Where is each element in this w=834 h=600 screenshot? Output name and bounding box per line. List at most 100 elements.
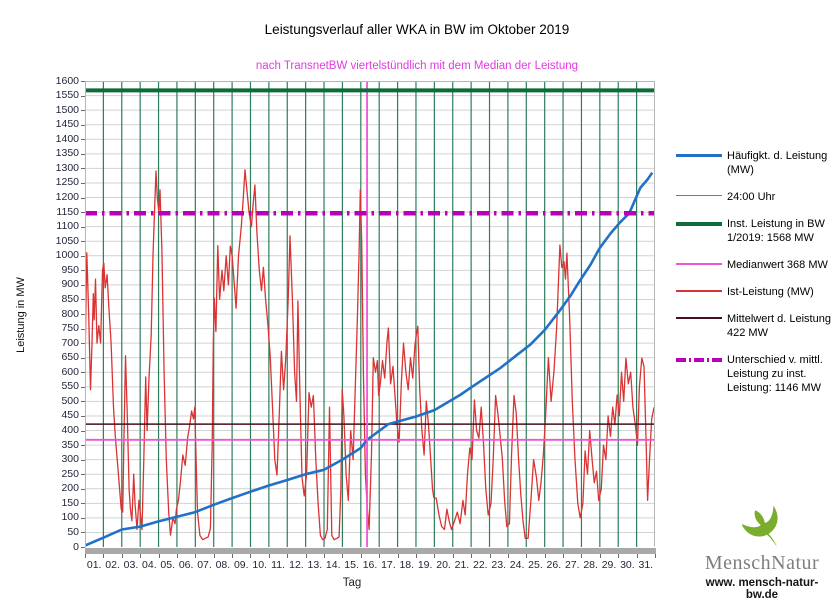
y-tick-label: 150 <box>61 496 79 509</box>
y-tick-mark <box>81 226 85 228</box>
medianwert-line-sample <box>676 263 722 265</box>
y-tick-label: 1050 <box>55 234 79 247</box>
legend-label: Medianwert 368 MW <box>727 259 828 271</box>
x-tick-mark <box>360 554 362 558</box>
x-tick-label: 01. <box>86 559 102 571</box>
y-tick-label: 300 <box>61 453 79 466</box>
y-tick-label: 1400 <box>55 132 79 145</box>
y-tick-label: 1150 <box>56 205 79 218</box>
x-tick-label: 18. <box>399 559 415 571</box>
x-tick-mark <box>581 554 583 558</box>
x-tick-label: 26. <box>546 559 562 571</box>
y-tick-label: 50 <box>67 525 79 538</box>
y-tick-mark <box>81 299 85 301</box>
x-tick-label: 22. <box>473 559 488 571</box>
y-tick-mark <box>81 343 85 345</box>
ist-leistung-line-sample <box>676 290 722 292</box>
y-tick-label: 650 <box>61 351 79 364</box>
x-axis-title: Tag <box>342 577 362 589</box>
y-tick-label: 800 <box>61 307 79 320</box>
y-tick-mark <box>81 255 85 257</box>
y-tick-mark <box>81 401 85 403</box>
legend-label: Häufigkt. d. Leistung (MW) <box>727 150 828 176</box>
y-tick-mark <box>81 474 85 476</box>
x-tick-label: 23. <box>491 559 506 571</box>
legend-label: Inst. Leistung in BW 1/2019: 1568 MW <box>727 218 825 244</box>
y-tick-mark <box>81 139 85 141</box>
y-tick-mark <box>81 547 85 548</box>
y-tick-label: 950 <box>61 263 79 276</box>
x-tick-mark <box>268 554 270 558</box>
x-tick-label: 24. <box>509 559 525 571</box>
y-tick-mark <box>81 284 85 286</box>
x-tick-label: 29. <box>601 559 617 571</box>
x-tick-mark <box>544 554 546 558</box>
y-tick-mark <box>81 241 85 243</box>
x-tick-label: 05. <box>160 559 176 571</box>
x-tick-mark <box>489 554 491 558</box>
y-tick-mark <box>81 110 85 112</box>
legend-item-medianwert: Medianwert 368 MW <box>676 258 834 272</box>
x-tick-mark <box>176 554 178 558</box>
x-tick-mark <box>379 554 381 558</box>
x-tick-mark <box>158 554 160 558</box>
x-tick-mark <box>618 554 620 558</box>
haeufigkeit-line <box>85 171 654 547</box>
x-tick-label: 27. <box>564 559 580 571</box>
y-tick-label: 1500 <box>55 103 79 116</box>
haeufigkeit-line-sample <box>676 154 722 157</box>
x-tick-mark <box>250 554 252 558</box>
plot-svg <box>85 81 655 547</box>
x-tick-mark <box>287 554 289 558</box>
x-tick-mark <box>195 554 197 558</box>
y-tick-label: 0 <box>73 540 79 553</box>
y-tick-label: 750 <box>61 322 79 335</box>
y-tick-mark <box>81 386 85 388</box>
x-tick-mark <box>471 554 473 558</box>
x-tick-mark <box>415 554 417 558</box>
x-tick-label: 07. <box>197 559 212 571</box>
ist-leistung-line <box>85 169 655 541</box>
x-tick-mark <box>599 554 601 558</box>
x-tick-label: 09. <box>233 559 249 571</box>
x-tick-mark <box>213 554 215 558</box>
ginkgo-leaf-icon <box>742 506 778 547</box>
x-tick-mark <box>397 554 399 558</box>
x-tick-mark <box>563 554 565 558</box>
legend-item-ist-leistung: Ist-Leistung (MW) <box>676 285 834 299</box>
y-tick-mark <box>81 445 85 447</box>
legend-label: 24:00 Uhr <box>727 191 776 203</box>
x-tick-mark <box>140 554 142 558</box>
y-tick-mark <box>81 81 85 82</box>
y-tick-mark <box>81 372 85 374</box>
x-tick-mark <box>526 554 528 558</box>
x-tick-mark <box>636 554 638 558</box>
x-tick-label: 21. <box>454 559 470 571</box>
x-tick-mark <box>121 554 123 558</box>
x-tick-label: 10. <box>252 559 267 571</box>
x-tick-label: 20. <box>436 559 451 571</box>
x-tick-label: 12. <box>289 559 304 571</box>
y-tick-mark <box>81 153 85 155</box>
logo-name: MenschNatur <box>704 552 820 574</box>
y-tick-label: 700 <box>61 336 79 349</box>
y-tick-mark <box>81 532 85 534</box>
plot-border <box>85 81 655 547</box>
x-tick-label: 25. <box>528 559 543 571</box>
y-tick-mark <box>81 503 85 505</box>
x-tick-label: 06. <box>178 559 194 571</box>
x-tick-label: 31. <box>638 559 654 571</box>
y-tick-mark <box>81 197 85 199</box>
x-tick-mark <box>434 554 436 558</box>
x-tick-mark <box>324 554 326 558</box>
y-tick-mark <box>81 328 85 330</box>
y-tick-label: 1300 <box>55 161 79 174</box>
y-tick-label: 400 <box>61 424 79 436</box>
legend-item-24-uhr: 24:00 Uhr <box>676 190 834 204</box>
y-tick-mark <box>81 270 85 272</box>
x-tick-label: 30. <box>620 559 635 571</box>
legend-item-mittelwert: Mittelwert d. Leistung 422 MW <box>676 312 834 340</box>
y-tick-mark <box>81 212 85 214</box>
x-tick-label: 08. <box>215 559 231 571</box>
